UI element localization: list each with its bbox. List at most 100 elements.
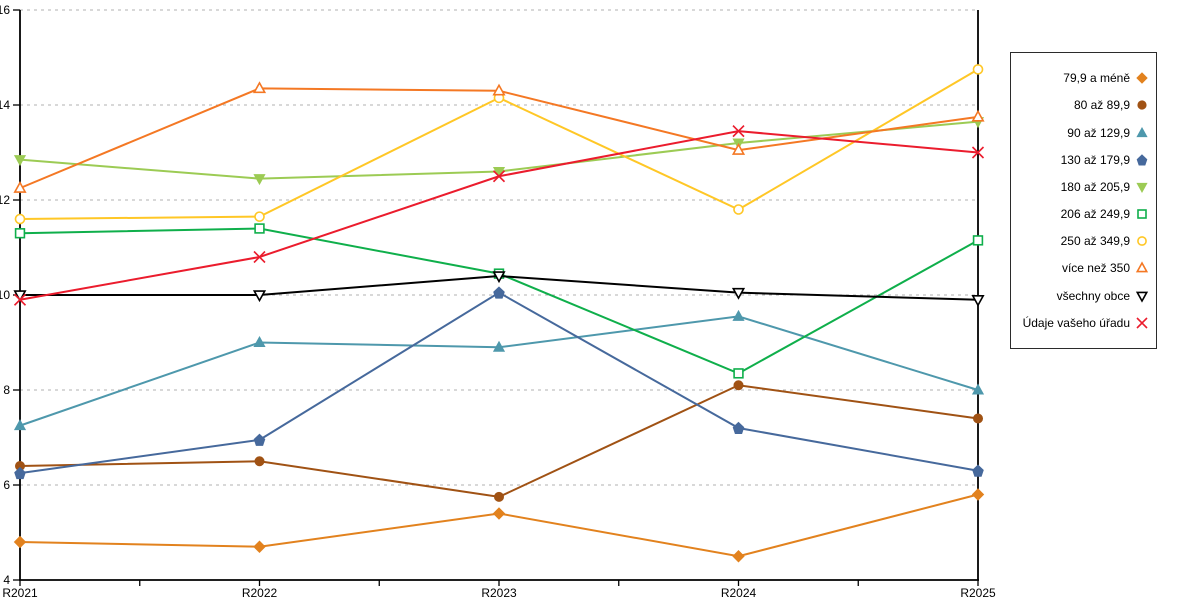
x-axis-label: R2024 xyxy=(721,586,757,600)
triangle-up-marker-icon xyxy=(971,109,985,122)
circle-marker-icon xyxy=(1137,236,1147,247)
series-0 xyxy=(13,488,985,563)
x-axis-label: R2021 xyxy=(2,586,38,600)
x-axis-label: R2025 xyxy=(960,586,996,600)
triangle-up-marker-icon xyxy=(1135,261,1149,273)
legend: 79,9 a méně 80 až 89,9 90 až 129,9 130 až 1… xyxy=(1010,52,1157,349)
legend-item-label: 90 až 129,9 xyxy=(1067,125,1130,140)
series-9 xyxy=(13,125,985,306)
x-marker-icon xyxy=(253,250,266,264)
circle-marker-icon xyxy=(972,64,984,75)
legend-marker-icon xyxy=(1137,209,1147,219)
legend-marker-icon xyxy=(1136,182,1148,193)
triangle-up-marker-icon xyxy=(13,419,27,431)
legend-marker-icon xyxy=(1135,291,1149,303)
legend-item: 80 až 89,9 xyxy=(1011,98,1156,112)
circle-marker-icon xyxy=(733,380,744,391)
x-marker-icon xyxy=(732,125,745,138)
legend-item: 206 až 249,9 xyxy=(1011,207,1156,221)
legend-item-label: 250 až 349,9 xyxy=(1060,234,1130,249)
legend-item: 79,9 a méně xyxy=(1011,71,1156,85)
legend-item: Údaje vašeho úřadu xyxy=(1011,316,1156,330)
triangle-down-marker-icon xyxy=(731,287,746,300)
pentagon-marker-icon xyxy=(972,464,984,477)
triangle-down-marker-icon xyxy=(252,290,267,303)
square-marker-icon xyxy=(972,235,984,246)
series-1 xyxy=(14,380,984,502)
legend-item-label: všechny obce xyxy=(1056,288,1130,303)
triangle-down-marker-icon xyxy=(492,167,506,179)
series-line xyxy=(19,384,979,498)
legend-marker-icon xyxy=(1136,126,1148,137)
square-marker-icon xyxy=(1137,209,1147,219)
triangle-down-marker-icon xyxy=(1136,182,1148,193)
series-8 xyxy=(13,271,985,307)
legend-item: 130 až 179,9 xyxy=(1011,153,1156,167)
triangle-down-marker-icon xyxy=(971,294,985,307)
legend-item-label: více než 350 xyxy=(1061,261,1130,276)
triangle-down-marker-icon xyxy=(1135,291,1149,303)
triangle-down-marker-icon xyxy=(492,271,506,284)
triangle-down-marker-icon xyxy=(13,290,27,303)
legend-item-label: 79,9 a méně xyxy=(1063,71,1130,86)
circle-marker-icon xyxy=(733,204,744,215)
y-axis-label: 12 xyxy=(0,193,10,207)
triangle-up-marker-icon xyxy=(13,180,27,193)
series-5 xyxy=(14,223,984,379)
square-marker-icon xyxy=(254,223,265,234)
triangle-up-marker-icon xyxy=(1136,126,1148,137)
triangle-up-marker-icon xyxy=(971,383,985,395)
pentagon-marker-icon xyxy=(1136,153,1148,166)
series-3 xyxy=(14,286,984,480)
pentagon-marker-icon xyxy=(253,433,266,446)
triangle-up-marker-icon xyxy=(492,340,506,352)
legend-item-label: 130 až 179,9 xyxy=(1060,152,1130,167)
pentagon-marker-icon xyxy=(14,466,26,480)
legend-item-label: Údaje vašeho úřadu xyxy=(1022,315,1130,330)
diamond-marker-icon xyxy=(732,550,745,563)
y-axis-label: 14 xyxy=(0,98,10,112)
triangle-down-marker-icon xyxy=(253,174,266,186)
legend-marker-icon xyxy=(1136,317,1148,329)
y-axis-label: 6 xyxy=(3,478,10,492)
circle-marker-icon xyxy=(972,413,984,424)
triangle-up-marker-icon xyxy=(732,309,745,321)
x-marker-icon xyxy=(492,170,506,183)
diamond-marker-icon xyxy=(971,488,985,501)
triangle-up-marker-icon xyxy=(731,142,746,155)
x-marker-icon xyxy=(13,293,27,306)
legend-item: 250 až 349,9 xyxy=(1011,234,1156,248)
legend-marker-icon xyxy=(1136,72,1148,84)
series-line xyxy=(19,493,979,558)
circle-marker-icon xyxy=(254,456,265,467)
legend-marker-icon xyxy=(1135,261,1149,273)
x-axis-label: R2023 xyxy=(481,586,517,600)
series-line xyxy=(19,315,979,427)
series-2 xyxy=(13,309,985,431)
y-axis-label: 16 xyxy=(0,3,10,17)
x-axis-label: R2022 xyxy=(242,586,278,600)
legend-item: 90 až 129,9 xyxy=(1011,126,1156,140)
circle-marker-icon xyxy=(493,491,505,502)
pentagon-marker-icon xyxy=(493,286,505,299)
legend-item: více než 350 xyxy=(1011,261,1156,275)
triangle-up-marker-icon xyxy=(492,83,506,96)
triangle-up-marker-icon xyxy=(252,81,267,94)
legend-marker-icon xyxy=(1136,153,1148,166)
legend-marker-icon xyxy=(1137,236,1147,247)
square-marker-icon xyxy=(733,368,744,379)
diamond-marker-icon xyxy=(492,507,506,520)
diamond-marker-icon xyxy=(1136,72,1148,84)
legend-item: 180 až 205,9 xyxy=(1011,180,1156,194)
circle-marker-icon xyxy=(254,211,265,222)
y-axis-label: 8 xyxy=(3,383,10,397)
triangle-up-marker-icon xyxy=(253,335,266,347)
square-marker-icon xyxy=(14,228,26,239)
diamond-marker-icon xyxy=(253,540,266,553)
diamond-marker-icon xyxy=(13,535,27,549)
circle-marker-icon xyxy=(1137,100,1147,110)
legend-item-label: 80 až 89,9 xyxy=(1073,98,1130,113)
legend-marker-icon xyxy=(1137,100,1147,110)
